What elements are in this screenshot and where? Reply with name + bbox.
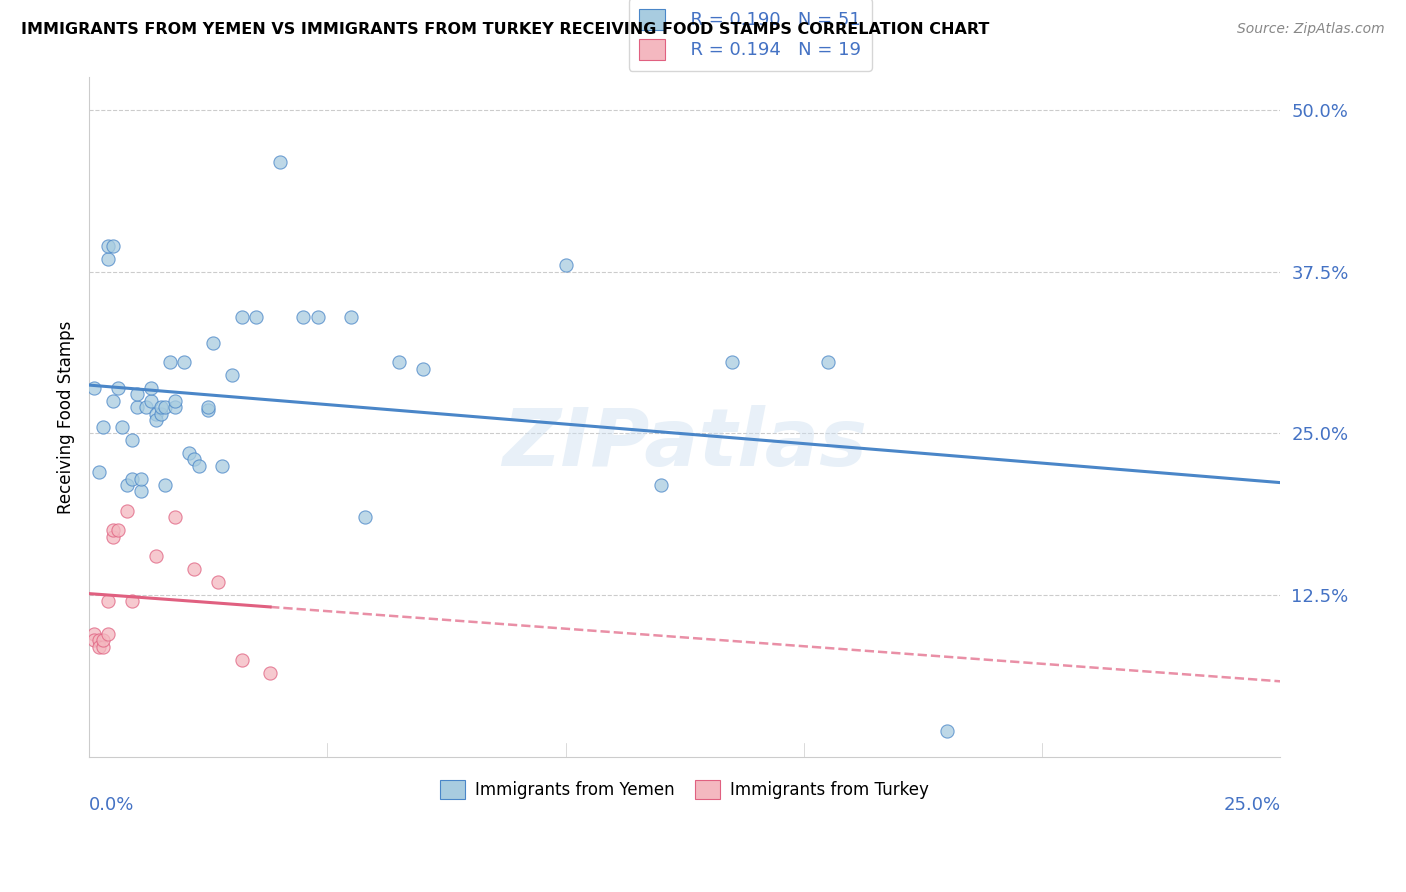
Point	[179, 445, 201, 459]
Point	[87, 633, 110, 648]
Point	[121, 433, 143, 447]
Y-axis label: Receiving Food Stamps: Receiving Food Stamps	[58, 320, 75, 514]
Point	[163, 510, 186, 524]
Point	[115, 504, 138, 518]
Point	[231, 653, 253, 667]
Point	[207, 575, 229, 590]
Point	[93, 419, 115, 434]
Point	[650, 478, 672, 492]
Point	[97, 238, 120, 252]
Point	[721, 355, 744, 369]
Point	[211, 458, 233, 473]
Point	[107, 524, 129, 538]
Point	[292, 310, 315, 324]
Point	[197, 401, 219, 415]
Point	[197, 403, 219, 417]
Point	[554, 258, 576, 272]
Point	[145, 413, 167, 427]
Point	[259, 665, 281, 680]
Point	[163, 393, 186, 408]
Point	[163, 401, 186, 415]
Point	[107, 381, 129, 395]
Point	[97, 594, 120, 608]
Point	[201, 335, 224, 350]
Point	[125, 387, 148, 401]
Point	[83, 381, 105, 395]
Point	[125, 401, 148, 415]
Point	[97, 627, 120, 641]
Point	[183, 562, 205, 576]
Point	[87, 465, 110, 479]
Text: 0.0%: 0.0%	[89, 797, 135, 814]
Point	[817, 355, 839, 369]
Point	[187, 458, 209, 473]
Point	[388, 355, 411, 369]
Point	[111, 419, 134, 434]
Point	[145, 407, 167, 421]
Point	[93, 640, 115, 654]
Point	[131, 484, 153, 499]
Point	[155, 401, 177, 415]
Point	[269, 154, 291, 169]
Point	[101, 393, 124, 408]
Point	[97, 252, 120, 266]
Point	[307, 310, 329, 324]
Point	[139, 381, 162, 395]
Text: IMMIGRANTS FROM YEMEN VS IMMIGRANTS FROM TURKEY RECEIVING FOOD STAMPS CORRELATIO: IMMIGRANTS FROM YEMEN VS IMMIGRANTS FROM…	[21, 22, 990, 37]
Point	[935, 723, 957, 738]
Point	[245, 310, 267, 324]
Point	[139, 393, 162, 408]
Point	[83, 633, 105, 648]
Point	[412, 361, 434, 376]
Legend: Immigrants from Yemen, Immigrants from Turkey: Immigrants from Yemen, Immigrants from T…	[434, 773, 935, 806]
Point	[93, 633, 115, 648]
Text: 25.0%: 25.0%	[1223, 797, 1281, 814]
Point	[149, 401, 172, 415]
Point	[173, 355, 195, 369]
Point	[231, 310, 253, 324]
Point	[115, 478, 138, 492]
Point	[121, 594, 143, 608]
Point	[155, 478, 177, 492]
Point	[87, 640, 110, 654]
Point	[221, 368, 243, 382]
Point	[121, 471, 143, 485]
Text: ZIPatlas: ZIPatlas	[502, 405, 868, 483]
Point	[101, 530, 124, 544]
Point	[354, 510, 377, 524]
Point	[149, 407, 172, 421]
Point	[183, 452, 205, 467]
Point	[340, 310, 363, 324]
Point	[83, 627, 105, 641]
Point	[159, 355, 181, 369]
Point	[131, 471, 153, 485]
Point	[145, 549, 167, 564]
Point	[101, 238, 124, 252]
Text: Source: ZipAtlas.com: Source: ZipAtlas.com	[1237, 22, 1385, 37]
Point	[135, 401, 157, 415]
Point	[101, 524, 124, 538]
